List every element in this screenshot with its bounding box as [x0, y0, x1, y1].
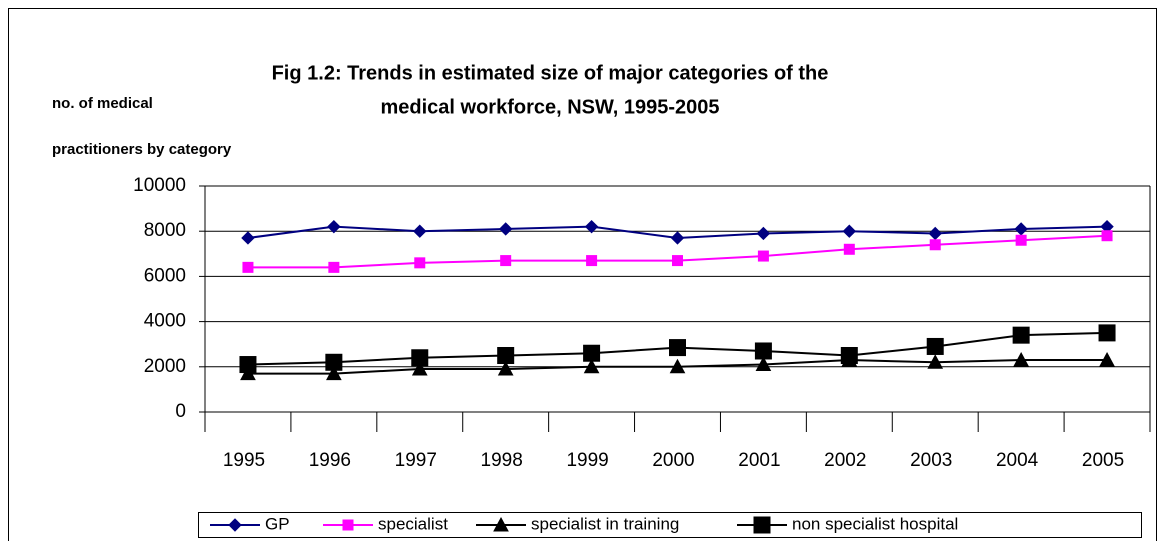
marker [239, 356, 257, 374]
chart-title: Fig 1.2: Trends in estimated size of maj… [272, 62, 829, 84]
y-axis-label: no. of medical [52, 95, 153, 112]
chart-frame [8, 8, 1157, 541]
marker [328, 261, 340, 273]
marker [1013, 351, 1029, 367]
marker [756, 226, 771, 241]
y-tick-label: 6000 [144, 265, 186, 286]
marker [497, 347, 515, 364]
y-tick-label: 4000 [144, 311, 186, 332]
marker [672, 255, 683, 267]
legend-label: GP [265, 514, 290, 533]
marker [327, 219, 341, 234]
y-axis-label: practitioners by category [52, 141, 232, 158]
marker [411, 349, 429, 367]
marker [926, 337, 944, 355]
marker [1101, 230, 1113, 242]
marker [583, 344, 601, 362]
marker [411, 361, 428, 376]
legend-label: specialist in training [531, 514, 679, 533]
x-tick-label: 2000 [652, 450, 694, 471]
y-tick-label: 2000 [144, 356, 186, 377]
y-tick-label: 0 [175, 401, 186, 422]
marker [1014, 222, 1028, 236]
marker [586, 255, 598, 267]
marker [755, 356, 772, 372]
x-tick-label: 1998 [481, 450, 523, 471]
marker [757, 250, 769, 262]
x-tick-label: 2005 [1082, 450, 1124, 471]
marker [929, 239, 941, 251]
marker [840, 347, 858, 364]
legend-label: specialist [378, 514, 448, 533]
x-tick-label: 2001 [738, 450, 780, 471]
marker [242, 261, 254, 273]
marker [583, 358, 600, 374]
marker [500, 255, 512, 267]
marker [493, 516, 509, 532]
marker [842, 224, 857, 238]
y-tick-label: 8000 [144, 220, 186, 241]
x-tick-label: 1997 [395, 450, 437, 471]
marker [342, 519, 354, 531]
marker [1012, 326, 1030, 344]
marker [1015, 234, 1027, 246]
marker [843, 243, 855, 255]
marker [669, 358, 686, 374]
marker [228, 518, 242, 532]
x-tick-label: 2002 [824, 450, 866, 471]
marker [326, 365, 342, 381]
marker [927, 354, 944, 369]
marker [241, 231, 255, 245]
y-tick-label: 10000 [133, 175, 186, 196]
marker [413, 224, 427, 238]
chart-title: medical workforce, NSW, 1995-2005 [380, 96, 719, 118]
marker [1098, 324, 1116, 342]
marker [1099, 351, 1115, 367]
marker [753, 516, 771, 534]
x-tick-label: 2004 [996, 450, 1039, 471]
x-tick-label: 2003 [910, 450, 952, 471]
x-tick-label: 1995 [223, 450, 265, 471]
marker [498, 222, 513, 236]
x-tick-label: 1999 [566, 450, 608, 471]
marker [754, 342, 772, 360]
marker [497, 361, 514, 376]
marker [414, 257, 426, 269]
marker [670, 231, 685, 245]
marker [325, 353, 343, 371]
legend-label: non specialist hospital [792, 514, 958, 533]
marker [584, 219, 599, 234]
x-tick-label: 1996 [309, 450, 351, 471]
marker [669, 339, 686, 357]
marker [240, 365, 256, 381]
marker [928, 226, 942, 241]
